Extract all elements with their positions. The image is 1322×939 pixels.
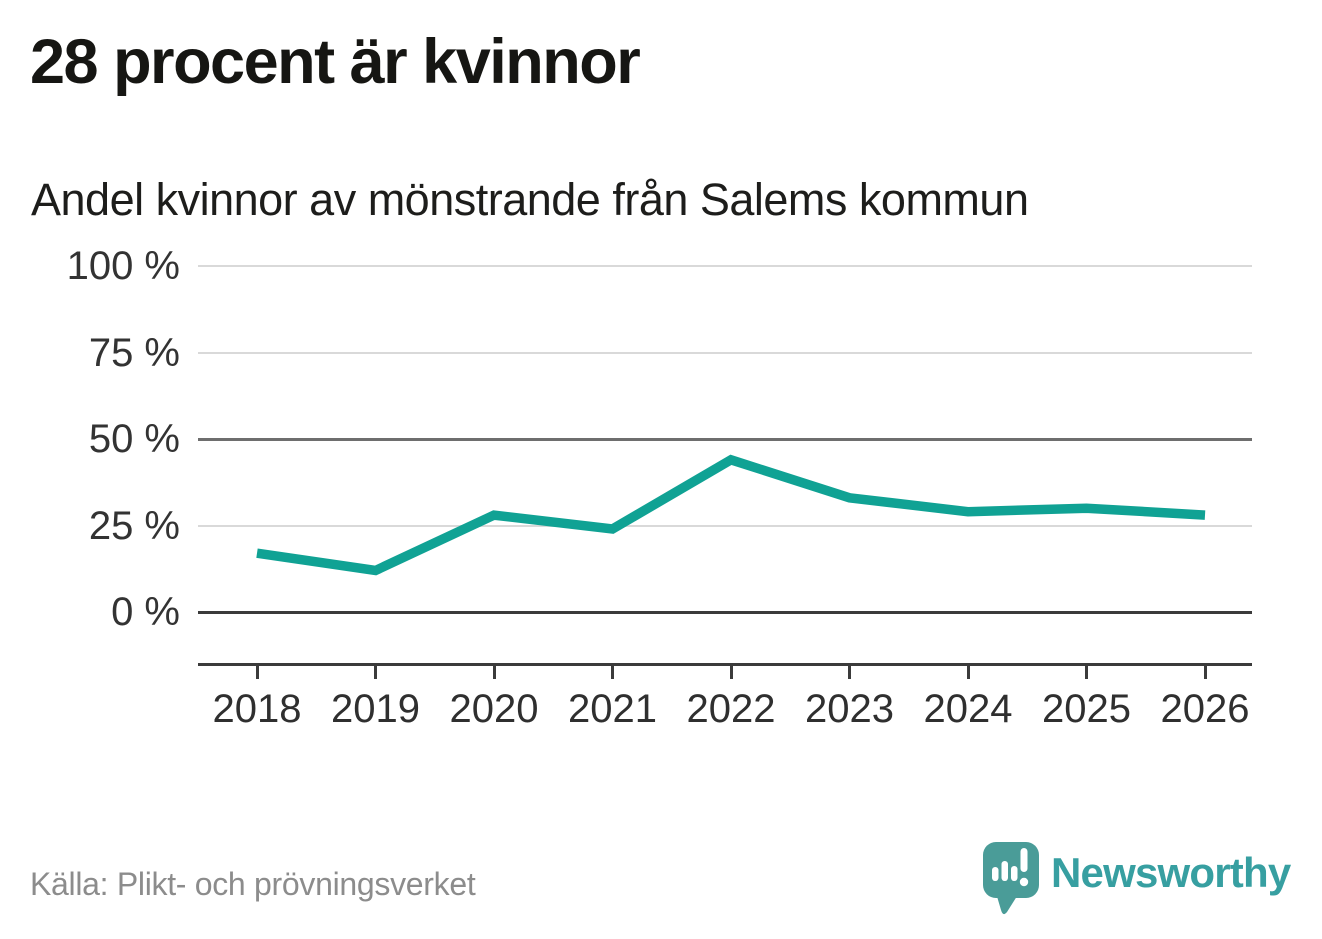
y-axis-label: 100 % [66, 244, 180, 288]
gridline [198, 610, 1252, 614]
x-axis-label: 2022 [686, 687, 776, 731]
chart-title: 28 procent är kvinnor [30, 27, 641, 97]
newsworthy-logo-icon [983, 842, 1039, 915]
x-axis-label: 2024 [923, 687, 1013, 731]
y-axis-label: 75 % [88, 330, 180, 375]
y-axis-label: 25 % [88, 503, 180, 548]
x-axis-label: 2023 [805, 687, 894, 731]
y-axis-label: 50 % [88, 417, 180, 461]
newsworthy-logo: Newsworthy [982, 841, 1302, 921]
x-axis-line [198, 663, 1252, 666]
source-note: Källa: Plikt- och prövningsverket [30, 866, 476, 902]
axis-tick [1085, 666, 1088, 679]
axis-tick [492, 666, 496, 679]
gridline [198, 524, 1252, 527]
x-axis-label: 2021 [568, 687, 657, 731]
newsworthy-wordmark: Newsworthy [1051, 849, 1291, 896]
axis-tick [729, 666, 733, 679]
x-axis-label: 2025 [1042, 687, 1131, 731]
axis-tick [255, 666, 259, 679]
x-axis-label: 2020 [449, 687, 539, 731]
axis-tick [1203, 666, 1207, 679]
data-line [256, 454, 1206, 576]
gridline [198, 265, 1252, 267]
chart-subtitle: Andel kvinnor av mönstrande från Salems … [31, 174, 1029, 225]
axis-tick [374, 666, 377, 679]
gridline [198, 351, 1252, 354]
axis-tick [966, 666, 970, 679]
x-axis-label: 2018 [212, 687, 302, 731]
x-axis-label: 2019 [331, 687, 420, 731]
gridline [198, 437, 1252, 441]
y-axis-label: 0 % [111, 590, 180, 634]
axis-tick [611, 666, 614, 679]
x-axis-label: 2026 [1160, 687, 1250, 731]
axis-tick [848, 666, 851, 679]
